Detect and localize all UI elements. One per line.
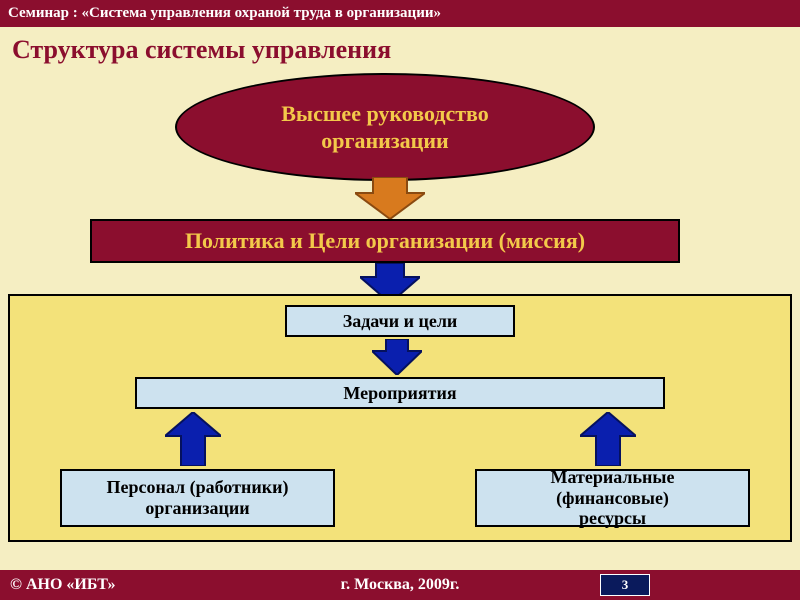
- footer-org: © АНО «ИБТ»: [10, 576, 115, 594]
- arrow-management-to-policy: [355, 177, 425, 219]
- resources-l3: ресурсы: [551, 508, 675, 529]
- diagram-area: Высшее руководство организации Политика …: [0, 69, 800, 549]
- resources-l2: (финансовые): [551, 488, 675, 509]
- node-top-management: Высшее руководство организации: [175, 73, 595, 181]
- resources-l1: Материальные: [551, 467, 675, 488]
- tasks-text: Задачи и цели: [343, 311, 458, 332]
- node-policy: Политика и Цели организации (миссия): [90, 219, 680, 263]
- arrow-personnel-to-events: [165, 412, 221, 466]
- seminar-header: Семинар : «Система управления охраной тр…: [0, 0, 800, 27]
- footer-page-number: 3: [600, 574, 650, 596]
- arrow-tasks-to-events: [372, 339, 422, 375]
- personnel-l1: Персонал (работники): [107, 477, 289, 498]
- node-tasks: Задачи и цели: [285, 305, 515, 337]
- page-title: Структура системы управления: [0, 27, 800, 69]
- seminar-text: Семинар : «Система управления охраной тр…: [8, 5, 441, 21]
- arrow-resources-to-events: [580, 412, 636, 466]
- personnel-l2: организации: [107, 498, 289, 519]
- footer-city: г. Москва, 2009г.: [341, 576, 460, 594]
- node-resources: Материальные (финансовые) ресурсы: [475, 469, 750, 527]
- ellipse-line1: Высшее руководство: [281, 100, 489, 128]
- footer-bar: © АНО «ИБТ» г. Москва, 2009г. 3: [0, 570, 800, 600]
- node-events: Мероприятия: [135, 377, 665, 409]
- policy-text: Политика и Цели организации (миссия): [185, 228, 585, 254]
- events-text: Мероприятия: [343, 383, 456, 404]
- ellipse-line2: организации: [321, 127, 448, 155]
- node-personnel: Персонал (работники) организации: [60, 469, 335, 527]
